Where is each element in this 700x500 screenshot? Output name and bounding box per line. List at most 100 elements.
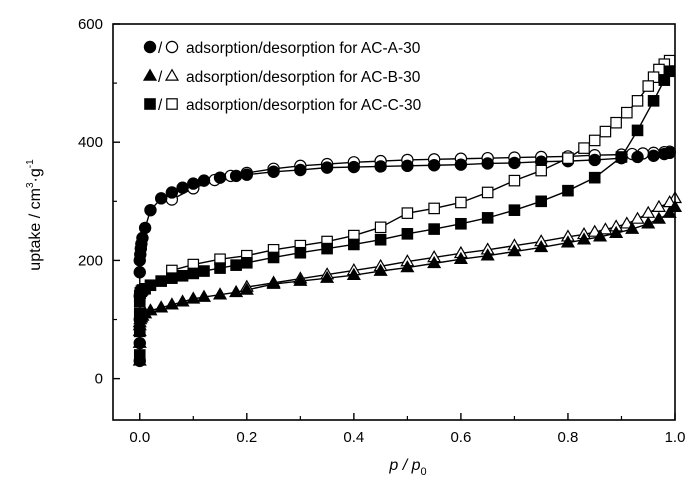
adsorption-point — [198, 265, 210, 277]
adsorption-point — [320, 270, 335, 283]
adsorption-point — [144, 279, 157, 292]
legend-label: adsorption/desorption for AC-A-30 — [186, 40, 421, 57]
desorption-point — [630, 211, 645, 224]
legend-label: adsorption/desorption for AC-B-30 — [186, 69, 421, 86]
legend-slash: / — [158, 40, 163, 57]
y-tick-label: 0 — [95, 371, 103, 388]
adsorption-point — [138, 221, 152, 235]
adsorption-point — [560, 235, 575, 248]
legend-marker-open — [164, 68, 180, 81]
adsorption-point — [187, 267, 200, 280]
adsorption-point — [647, 95, 660, 107]
adsorption-point — [663, 146, 676, 160]
desorption-line — [246, 197, 676, 288]
desorption-point — [598, 222, 613, 235]
legend-slash: / — [158, 97, 163, 114]
desorption-point — [599, 125, 612, 138]
adsorption-point — [213, 171, 227, 184]
desorption-point — [610, 116, 622, 129]
adsorption-point — [229, 284, 244, 298]
adsorption-point — [213, 287, 228, 300]
adsorption-point — [428, 223, 440, 235]
desorption-point — [588, 134, 601, 147]
adsorption-point — [154, 300, 169, 313]
adsorption-point — [133, 325, 146, 338]
legend-entry: / adsorption/desorption for AC-B-30 — [142, 68, 421, 86]
adsorption-point — [562, 184, 574, 197]
adsorption-point — [615, 151, 628, 163]
x-tick-label: 0.2 — [236, 429, 257, 446]
adsorption-point — [143, 303, 158, 316]
adsorption-point — [267, 251, 280, 264]
adsorption-point — [401, 159, 414, 173]
axes-layer: 0.0 0.2 0.4 0.6 0.8 1.0 0 200 400 600 — [78, 16, 685, 446]
adsorption-point — [133, 266, 146, 279]
y-axis-title-sup2: -1 — [25, 159, 36, 168]
adsorption-point — [631, 124, 644, 137]
legend-marker-filled — [144, 98, 156, 110]
adsorption-point — [294, 246, 307, 259]
adsorption-point — [427, 159, 441, 172]
adsorption-point — [176, 181, 189, 194]
adsorption-point — [294, 163, 307, 177]
adsorption-point — [154, 192, 168, 205]
adsorption-point — [641, 216, 656, 229]
adsorption-point — [535, 195, 547, 208]
adsorption-point — [214, 262, 226, 274]
series-layer — [132, 54, 683, 368]
desorption-point — [401, 207, 414, 219]
x-tick-label: 0.0 — [129, 429, 150, 446]
adsorption-point — [625, 221, 640, 234]
desorption-point — [578, 142, 590, 154]
adsorption-point — [187, 177, 200, 190]
adsorption-point — [164, 297, 179, 310]
adsorption-point — [609, 225, 624, 238]
legend: / adsorption/desorption for AC-A-30 / adsor… — [142, 40, 422, 114]
desorption-point — [481, 186, 494, 199]
legend-marker-filled — [142, 68, 158, 81]
adsorption-point — [321, 242, 333, 255]
y-axis-title-prefix: uptake / cm — [27, 188, 44, 271]
x-tick-label: 0.4 — [343, 429, 364, 446]
series-3 — [133, 54, 676, 361]
adsorption-point — [346, 267, 361, 280]
x-tick-label: 1.0 — [665, 429, 686, 446]
adsorption-point — [166, 272, 178, 284]
desorption-point — [508, 174, 521, 187]
adsorption-point — [588, 153, 601, 167]
adsorption-point — [229, 169, 243, 183]
adsorption-point — [347, 160, 361, 174]
adsorption-point — [400, 260, 415, 273]
x-axis-title-main: p / p — [388, 457, 420, 474]
adsorption-point — [136, 231, 149, 245]
legend-entry: / adsorption/desorption for AC-C-30 — [144, 97, 422, 114]
adsorption-point — [401, 228, 414, 240]
adsorption-point — [267, 165, 280, 178]
adsorption-point — [663, 65, 676, 78]
adsorption-point — [593, 229, 608, 242]
adsorption-point — [508, 204, 521, 216]
desorption-point — [621, 106, 633, 119]
adsorption-point — [374, 160, 387, 173]
adsorption-point — [631, 150, 644, 164]
adsorption-point — [186, 291, 201, 304]
adsorption-point — [348, 238, 360, 251]
adsorption-point — [455, 217, 467, 230]
adsorption-point — [144, 203, 157, 217]
adsorption-point — [176, 269, 189, 282]
desorption-point — [642, 80, 655, 92]
adsorption-point — [197, 174, 211, 187]
y-axis-title: uptake / cm3·g-1 — [25, 159, 44, 271]
desorption-point — [631, 95, 644, 107]
adsorption-point — [481, 212, 494, 224]
x-axis-title: p / p0 — [388, 457, 426, 478]
y-tick-label: 600 — [78, 16, 103, 33]
adsorption-point — [662, 205, 677, 218]
adsorption-point — [647, 149, 660, 163]
legend-label: adsorption/desorption for AC-C-30 — [186, 97, 422, 114]
adsorption-point — [480, 248, 495, 261]
adsorption-point — [373, 263, 388, 276]
desorption-point — [455, 196, 467, 209]
desorption-point — [428, 202, 440, 215]
